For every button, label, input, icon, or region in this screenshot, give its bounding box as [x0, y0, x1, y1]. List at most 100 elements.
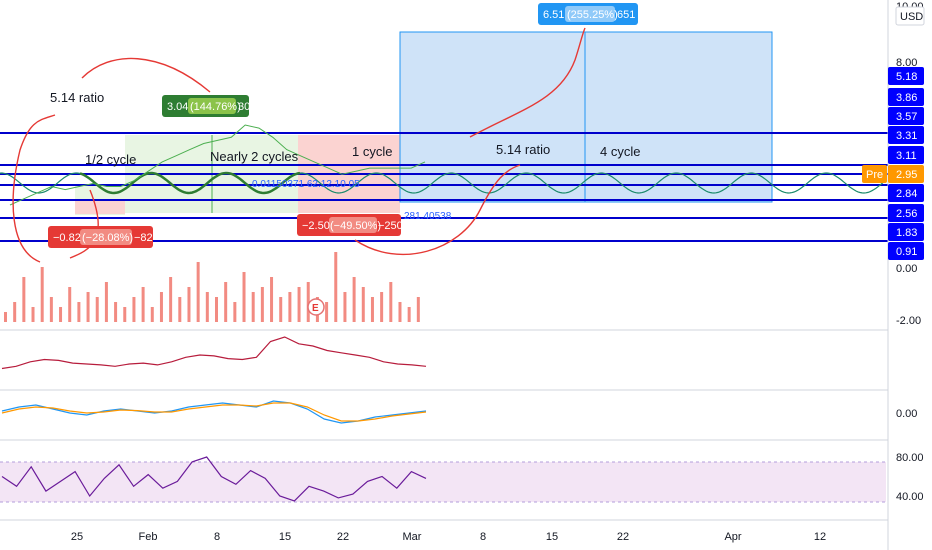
indicator-line	[1, 336, 427, 370]
volume-bar	[215, 297, 218, 322]
cycle-sine-wave-bold	[79, 171, 301, 195]
price-tick-label: 0.00	[896, 263, 917, 275]
price-axis[interactable]: 10.008.000.00-2.00	[896, 1, 924, 327]
volume-bar	[370, 297, 374, 322]
rsi-tick-label: 80.00	[896, 452, 924, 464]
time-tick-label: 25	[71, 531, 83, 543]
price-level-badge	[888, 88, 924, 106]
measure-tag-green-ticks: 304	[238, 101, 256, 113]
volume-bar	[59, 307, 63, 322]
price-level-badge	[888, 107, 924, 125]
pre-market-prefix-badge	[862, 165, 887, 183]
price-level-label: 2.84	[896, 188, 917, 200]
price-level-label: 3.31	[896, 130, 917, 142]
price-level-badge	[888, 146, 924, 164]
volume-bar	[297, 287, 301, 322]
time-tick-label: 8	[214, 531, 220, 543]
volume-bar	[187, 287, 191, 322]
volume-bar	[86, 292, 90, 322]
rsi-axis: 80.00 40.00	[896, 452, 924, 503]
volume-bar	[288, 292, 292, 322]
time-tick-label: Mar	[403, 531, 422, 543]
volume-bar	[123, 307, 127, 322]
volume-bars	[4, 252, 420, 322]
measure-tag-red-mid-value: −2.50	[302, 220, 330, 232]
earnings-marker-label: E	[312, 303, 319, 314]
arrow-left	[12, 114, 56, 263]
measure-tag-green-percent: (144.76%)	[190, 101, 241, 113]
volume-bar	[233, 302, 237, 322]
rsi-tick-label: 40.00	[896, 491, 924, 503]
volume-bar	[361, 287, 365, 322]
annotation-overlay-values: 0.01150371 62.12.10 05	[252, 179, 360, 190]
arrow-top-left	[81, 57, 211, 93]
volume-bar	[352, 277, 356, 322]
price-level-badge	[888, 204, 924, 222]
volume-bar	[114, 302, 118, 322]
price-level-label: 3.11	[896, 150, 917, 162]
price-tick-label: 8.00	[896, 57, 917, 69]
volume-bar	[242, 272, 246, 322]
volume-bar	[343, 292, 347, 322]
annotation-ratio-left: 5.14 ratio	[50, 90, 104, 105]
volume-bar	[104, 282, 108, 322]
measure-box-blue	[399, 31, 773, 203]
time-tick-label: 15	[279, 531, 291, 543]
volume-bar	[150, 307, 154, 322]
measure-tag-red-left-percent: (−28.08%)	[82, 232, 133, 244]
price-level-badge	[888, 184, 924, 202]
time-tick-label: 8	[480, 531, 486, 543]
volume-bar	[260, 287, 264, 322]
volume-bar	[132, 297, 136, 322]
time-axis[interactable]: 25 Feb 8 15 22 Mar 8 15 22 Apr 12	[71, 531, 826, 543]
arrow-mid-up	[354, 164, 521, 256]
volume-bar	[68, 287, 72, 322]
price-level-label: 5.18	[896, 71, 917, 83]
volume-bar	[22, 277, 26, 322]
volume-bar	[159, 292, 163, 322]
measure-tag-red-left: −0.82 (−28.08%) −82	[48, 226, 153, 248]
earnings-marker[interactable]	[307, 298, 325, 316]
measure-tag-red-left-ticks: −82	[134, 232, 153, 244]
measure-tag-blue-percent: (255.25%)	[567, 9, 618, 21]
price-series-line	[9, 124, 426, 206]
volume-bar	[95, 297, 99, 322]
macd-signal-line	[1, 402, 427, 422]
volume-bar	[169, 277, 173, 322]
price-level-badge	[888, 242, 924, 260]
volume-bar	[251, 292, 255, 322]
price-level-badge	[888, 126, 924, 144]
annotation-four-cycle: 4 cycle	[600, 144, 640, 159]
measure-tag-blue: 6.51 (255.25%) 651	[538, 3, 638, 25]
price-level-badge	[888, 67, 924, 85]
measure-tag-green: 3.04 (144.76%) 304	[162, 95, 256, 117]
volume-bar	[40, 267, 44, 322]
volume-bar	[13, 302, 17, 322]
volume-bar	[196, 262, 200, 322]
currency-label: USD	[900, 11, 923, 23]
volume-bar	[141, 287, 145, 322]
volume-bar	[416, 297, 420, 322]
volume-bar	[224, 282, 228, 322]
measure-box-red-left	[75, 200, 125, 214]
volume-bar	[270, 277, 274, 322]
rsi-band	[0, 462, 886, 502]
currency-badge[interactable]	[895, 6, 925, 26]
rsi-line	[1, 456, 427, 502]
measure-tag-red-left-value: −0.82	[53, 232, 81, 244]
annotation-fib-value: 281.40538	[404, 211, 452, 222]
time-tick-label: Feb	[139, 531, 158, 543]
volume-bar	[4, 312, 7, 322]
macd-line	[1, 400, 427, 424]
annotation-nearly-two-cycles: Nearly 2 cycles	[210, 149, 299, 164]
arrow-top-right	[469, 27, 586, 138]
time-tick-label: 12	[814, 531, 826, 543]
measure-tag-red-mid-ticks: −250	[378, 220, 403, 232]
volume-bar	[31, 307, 35, 322]
price-level-label: 2.56	[896, 208, 917, 220]
measure-tag-red-mid-percent: (−49.50%)	[330, 220, 381, 232]
volume-bar	[279, 297, 283, 322]
measure-tag-green-value: 3.04	[167, 101, 188, 113]
measure-tag-red-mid: −2.50 (−49.50%) −250	[297, 214, 403, 236]
